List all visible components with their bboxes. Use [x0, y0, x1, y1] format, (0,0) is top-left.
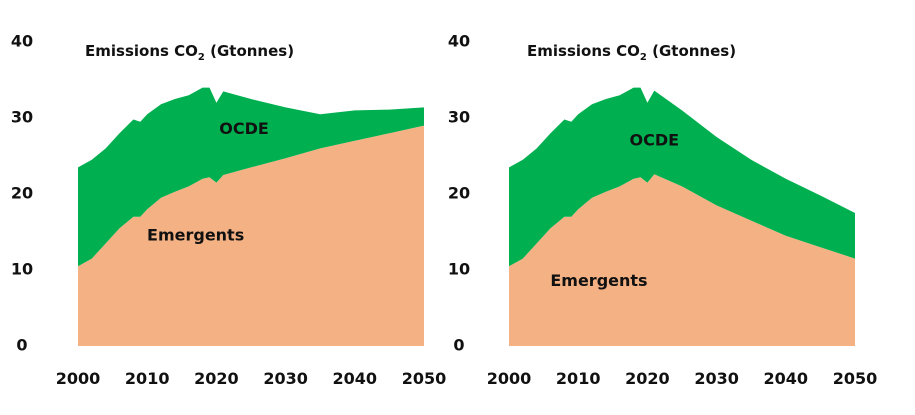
area-emergents — [78, 125, 424, 346]
series-label-ocde: OCDE — [219, 119, 269, 138]
x-tick-label: 2050 — [402, 369, 447, 388]
series-label-ocde: OCDE — [630, 130, 680, 149]
y-tick-label: 20 — [11, 184, 33, 203]
y-tick-label: 30 — [11, 108, 33, 127]
y-tick-label: 30 — [448, 108, 470, 127]
y-tick-label: 0 — [16, 336, 27, 355]
x-tick-label: 2050 — [833, 369, 878, 388]
area-emergents — [509, 174, 855, 346]
x-tick-label: 2000 — [487, 369, 532, 388]
y-tick-label: 10 — [11, 260, 33, 279]
x-tick-label: 2040 — [333, 369, 378, 388]
area-ocde — [78, 87, 424, 267]
x-tick-label: 2030 — [263, 369, 308, 388]
area-ocde — [509, 87, 855, 267]
x-tick-label: 2010 — [556, 369, 601, 388]
y-tick-label: 40 — [11, 32, 33, 51]
chart-title: Emissions CO2 (Gtonnes) — [527, 42, 736, 63]
series-label-emergents: Emergents — [550, 271, 647, 290]
x-tick-label: 2020 — [194, 369, 239, 388]
x-tick-label: 2030 — [694, 369, 739, 388]
chart-title: Emissions CO2 (Gtonnes) — [85, 42, 294, 63]
x-tick-label: 2020 — [625, 369, 670, 388]
y-tick-label: 10 — [448, 260, 470, 279]
y-tick-label: 40 — [448, 32, 470, 51]
y-tick-label: 0 — [453, 336, 464, 355]
y-tick-label: 20 — [448, 184, 470, 203]
x-tick-label: 2040 — [764, 369, 809, 388]
x-tick-label: 2010 — [125, 369, 170, 388]
x-tick-label: 2000 — [56, 369, 101, 388]
series-label-emergents: Emergents — [147, 225, 244, 244]
